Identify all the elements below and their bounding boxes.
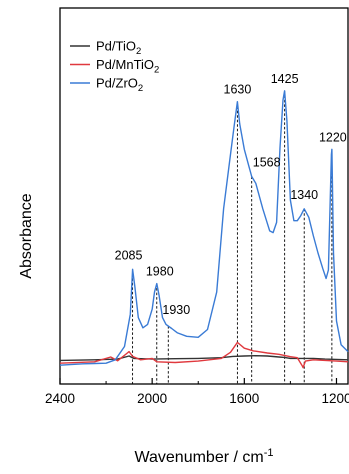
x-axis-ticks: 2400 2000 1600 1200 bbox=[45, 378, 349, 406]
legend-label-1: Pd/MnTiO2 bbox=[96, 57, 159, 76]
peak-label-1425: 1425 bbox=[271, 72, 299, 86]
peak-label-2085: 2085 bbox=[115, 248, 143, 262]
peak-label-1630: 1630 bbox=[224, 83, 252, 97]
x-tick-label-2000: 2000 bbox=[137, 391, 167, 406]
series-line-0 bbox=[59, 355, 349, 362]
peak-guide-lines bbox=[132, 90, 333, 384]
plot-frame bbox=[59, 7, 349, 385]
series-line-2 bbox=[59, 90, 349, 366]
legend-label-0: Pd/TiO2 bbox=[96, 39, 141, 58]
x-tick-label-1200: 1200 bbox=[321, 391, 349, 406]
peak-label-1568: 1568 bbox=[253, 156, 281, 170]
x-tick-label-2400: 2400 bbox=[45, 391, 75, 406]
peak-label-1220: 1220 bbox=[319, 130, 347, 144]
peak-label-1340: 1340 bbox=[290, 188, 318, 202]
series-line-1 bbox=[59, 341, 349, 369]
y-axis-label: Absorbance bbox=[18, 193, 35, 278]
x-tick-label-1600: 1600 bbox=[229, 391, 259, 406]
peak-label-1930: 1930 bbox=[162, 303, 190, 317]
x-axis-label: Wavenumber / cm-1 bbox=[135, 447, 274, 466]
legend-label-2: Pd/ZrO2 bbox=[96, 76, 143, 95]
peak-label-1980: 1980 bbox=[146, 265, 174, 279]
series-layer bbox=[59, 90, 349, 369]
